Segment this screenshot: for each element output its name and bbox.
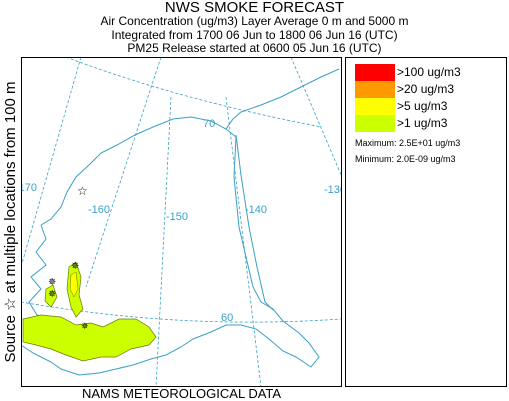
map-canvas: ☆ ✵ ✵ ✵ ✵ -170 -160 -150 -140 -130 70 60 — [15, 56, 346, 388]
smoke-core-yellow — [69, 271, 79, 298]
source-star-icon: ✵ — [71, 261, 79, 272]
concentration-subtitle: Air Concentration (ug/m3) Layer Average … — [100, 14, 409, 28]
longitude-line-150 — [155, 96, 172, 388]
us-canada-border — [235, 134, 274, 311]
release-info: PM25 Release started at 0600 05 Jun 16 (… — [127, 41, 382, 55]
lat-label-70: 70 — [203, 118, 215, 130]
latitude-line-60 — [20, 301, 343, 323]
map-title: NWS SMOKE FORECAST — [164, 0, 345, 16]
legend-item-20: >20 ug/m3 — [355, 81, 505, 98]
legend-label: >1 ug/m3 — [397, 116, 448, 130]
legend-label: >100 ug/m3 — [397, 65, 461, 79]
legend-swatch-yellow — [355, 98, 395, 115]
longitude-line-140 — [225, 96, 262, 388]
lon-label-130: -130 — [324, 184, 342, 196]
source-star-icon: ✵ — [81, 321, 89, 331]
lon-label-140: -140 — [245, 204, 267, 216]
legend-item-100: >100 ug/m3 — [355, 64, 505, 81]
legend-minimum: Minimum: 2.0E-09 ug/m3 — [355, 154, 456, 164]
source-side-label: Source ☆ at multiple locations from 100 … — [0, 57, 20, 387]
alaska-coastline — [20, 116, 320, 376]
source-text: Source ☆ at multiple locations from 100 … — [2, 81, 19, 363]
source-star-icon: ✵ — [48, 277, 56, 288]
legend-label: >20 ug/m3 — [397, 82, 455, 96]
longitude-line-130 — [290, 56, 343, 178]
latitude-line-70 — [65, 56, 322, 128]
longitude-line-160 — [85, 56, 162, 288]
alaska-north-coast — [225, 68, 340, 130]
lat-label-60: 60 — [221, 312, 233, 324]
legend-swatch-red — [355, 64, 395, 81]
legend-swatch-orange — [355, 81, 395, 98]
legend-maximum: Maximum: 2.5E+01 ug/m3 — [355, 138, 461, 148]
legend-item-5: >5 ug/m3 — [355, 98, 505, 115]
integration-period: Integrated from 1700 06 Jun to 1800 06 J… — [111, 28, 398, 42]
lon-label-150: -150 — [166, 211, 188, 223]
smoke-map: ☆ ✵ ✵ ✵ ✵ -170 -160 -150 -140 -130 70 60 — [15, 56, 346, 388]
legend: >100 ug/m3 >20 ug/m3 >5 ug/m3 >1 ug/m3 M… — [345, 57, 507, 387]
legend-swatch-lime — [355, 115, 395, 132]
smoke-plume-west — [44, 284, 58, 308]
lon-label-170: -170 — [21, 182, 37, 194]
map-border — [21, 57, 342, 387]
legend-item-1: >1 ug/m3 — [355, 115, 505, 132]
smoke-plume-main — [22, 314, 157, 362]
legend-label: >5 ug/m3 — [397, 99, 448, 113]
data-source-footer: NAMS METEOROLOGICAL DATA — [81, 386, 282, 401]
source-star-icon: ☆ — [77, 184, 88, 198]
source-star-icon: ✵ — [48, 289, 56, 300]
longitude-line-170 — [20, 56, 82, 268]
lon-label-160: -160 — [88, 204, 110, 216]
